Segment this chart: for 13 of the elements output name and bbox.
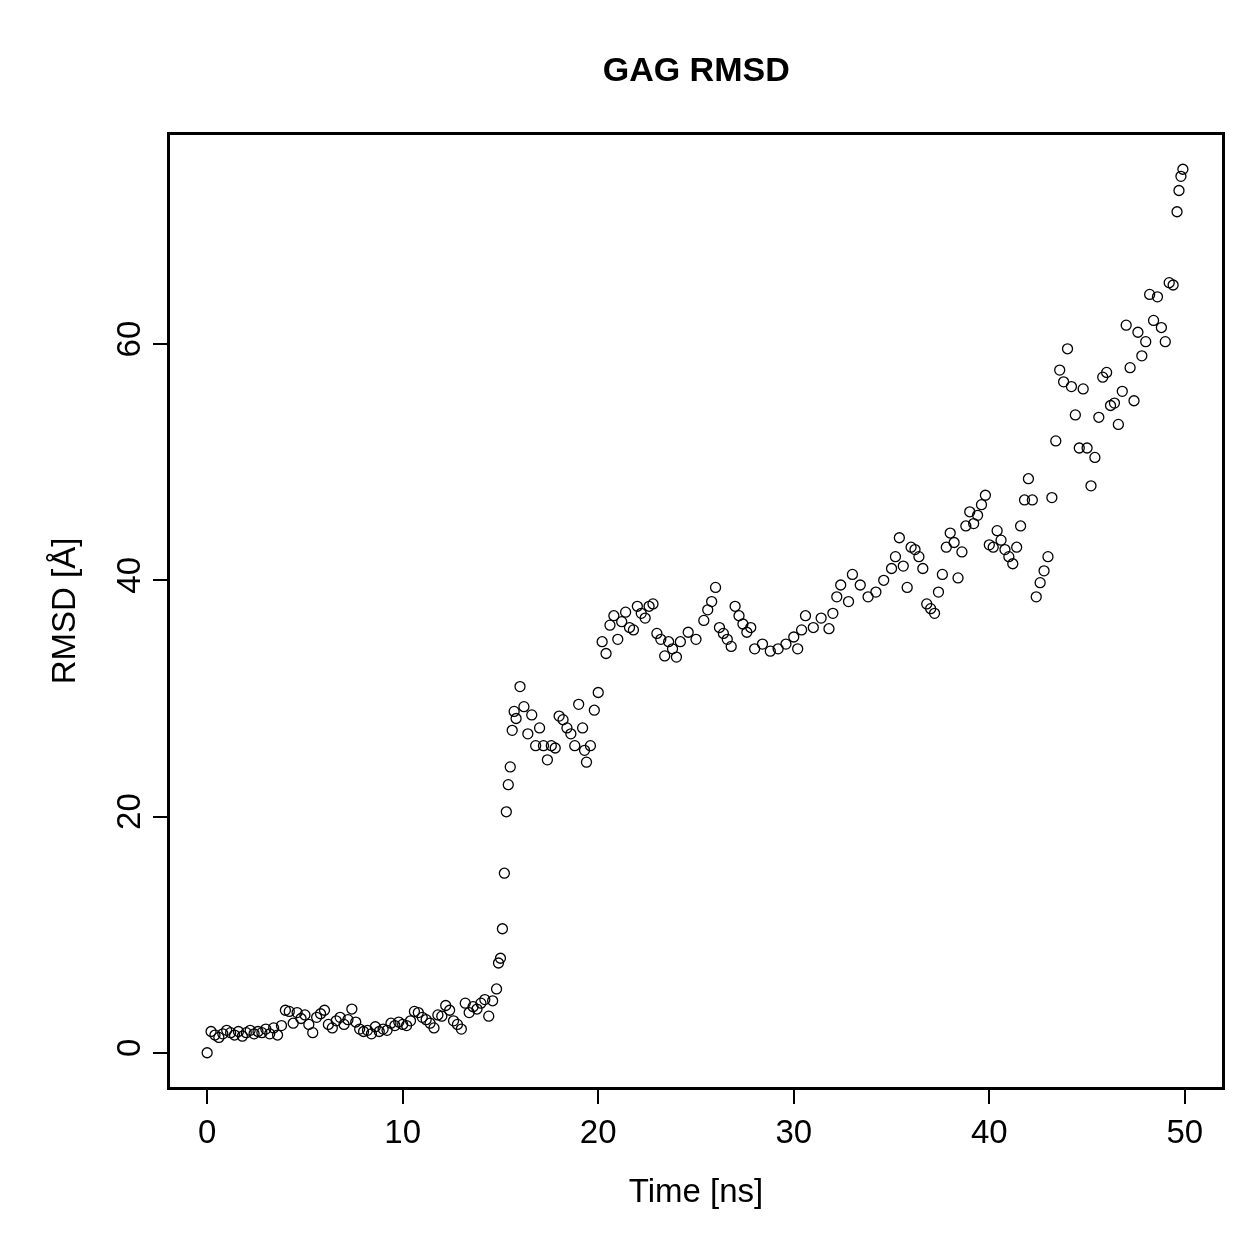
x-tick-label: 40 bbox=[970, 1113, 1008, 1151]
x-tick-label: 50 bbox=[1166, 1113, 1204, 1151]
y-tick-label: 20 bbox=[110, 793, 148, 830]
y-axis-title: RMSD [Å] bbox=[45, 537, 82, 685]
x-tick-label: 0 bbox=[197, 1113, 217, 1151]
x-tick-label: 20 bbox=[579, 1113, 617, 1151]
y-tick-label: 0 bbox=[110, 1038, 148, 1057]
x-tick-label: 30 bbox=[775, 1113, 813, 1151]
y-tick-label: 60 bbox=[110, 320, 148, 358]
x-tick-label: 10 bbox=[384, 1113, 422, 1151]
y-tick-label: 40 bbox=[110, 556, 148, 594]
chart-title: GAG RMSD bbox=[602, 50, 790, 89]
x-axis-title: Time [ns] bbox=[628, 1171, 764, 1209]
